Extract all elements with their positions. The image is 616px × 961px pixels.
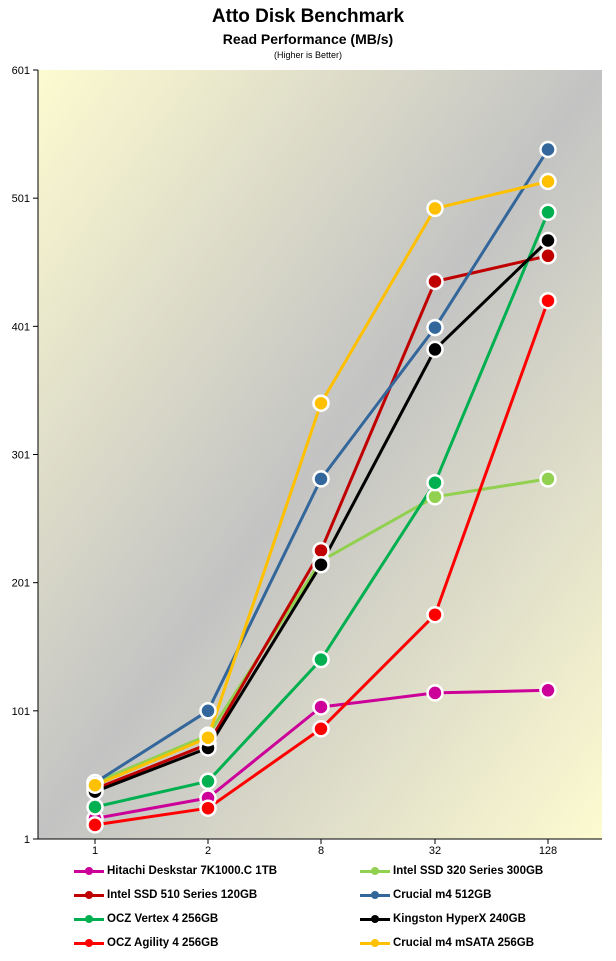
y-tick-label: 1 — [24, 834, 30, 846]
data-point — [312, 698, 330, 716]
data-point — [539, 140, 557, 159]
data-point — [539, 470, 557, 488]
legend-swatch — [74, 888, 104, 902]
legend-swatch — [360, 912, 390, 926]
data-point — [312, 555, 330, 574]
data-point — [426, 318, 444, 337]
data-point — [199, 799, 217, 817]
data-point — [539, 247, 557, 265]
y-tick-label: 501 — [12, 193, 30, 205]
legend-label: Crucial m4 mSATA 256GB — [393, 937, 535, 949]
y-tick-label: 301 — [12, 450, 30, 462]
data-point — [539, 231, 557, 250]
data-point — [86, 798, 104, 816]
x-tick-label: 8 — [318, 845, 324, 857]
data-point — [312, 650, 330, 669]
data-point — [426, 473, 444, 492]
legend-item: Hitachi Deskstar 7K1000.C 1TB — [74, 862, 277, 880]
legend-item: OCZ Agility 4 256GB — [74, 934, 218, 952]
legend-label: Intel SSD 510 Series 120GB — [107, 889, 258, 901]
legend-swatch — [74, 912, 104, 926]
legend-item: Crucial m4 mSATA 256GB — [360, 934, 534, 952]
x-tick-label: 1 — [92, 845, 98, 857]
data-point — [539, 291, 557, 310]
legend-swatch — [360, 864, 390, 878]
data-point — [539, 203, 557, 222]
data-point — [312, 720, 330, 738]
legend-item: Intel SSD 510 Series 120GB — [74, 886, 257, 904]
data-point — [199, 702, 217, 720]
legend-item: OCZ Vertex 4 256GB — [74, 910, 218, 928]
chart-title: Atto Disk Benchmark — [211, 6, 405, 27]
x-tick-label: 128 — [539, 845, 557, 857]
legend-swatch — [360, 888, 390, 902]
data-point — [426, 199, 444, 218]
x-tick-label: 32 — [429, 845, 441, 857]
chart-subtitle: Read Performance (MB/s) — [222, 31, 394, 47]
legend-label: OCZ Agility 4 256GB — [107, 937, 219, 949]
data-point — [312, 541, 330, 560]
data-point — [426, 488, 444, 506]
legend-swatch — [360, 936, 390, 950]
y-tick-label: 601 — [12, 65, 30, 77]
y-tick-label: 401 — [12, 321, 30, 333]
data-point — [199, 728, 217, 747]
data-point — [199, 772, 217, 791]
data-point — [312, 470, 330, 488]
data-point — [539, 681, 557, 700]
legend-item: Crucial m4 512GB — [360, 886, 491, 904]
data-point — [426, 605, 444, 624]
chart-note: (Higher is Better) — [273, 50, 343, 60]
data-point — [426, 340, 444, 359]
y-tick-label: 201 — [12, 578, 30, 590]
legend-label: Kingston HyperX 240GB — [393, 913, 526, 925]
data-point — [426, 272, 444, 291]
x-tick-label: 2 — [205, 845, 211, 857]
data-point — [539, 172, 557, 191]
data-point — [312, 394, 330, 412]
legend-label: Intel SSD 320 Series 300GB — [393, 865, 544, 877]
legend-label: Hitachi Deskstar 7K1000.C 1TB — [107, 865, 278, 877]
legend-item: Intel SSD 320 Series 300GB — [360, 862, 543, 880]
legend-label: OCZ Vertex 4 256GB — [107, 913, 219, 925]
y-tick-label: 101 — [12, 706, 30, 718]
legend-swatch — [74, 936, 104, 950]
data-point — [86, 776, 104, 794]
legend-label: Crucial m4 512GB — [393, 889, 492, 901]
legend-swatch — [74, 864, 104, 878]
legend-item: Kingston HyperX 240GB — [360, 910, 526, 928]
data-point — [426, 684, 444, 702]
data-point — [86, 816, 104, 834]
